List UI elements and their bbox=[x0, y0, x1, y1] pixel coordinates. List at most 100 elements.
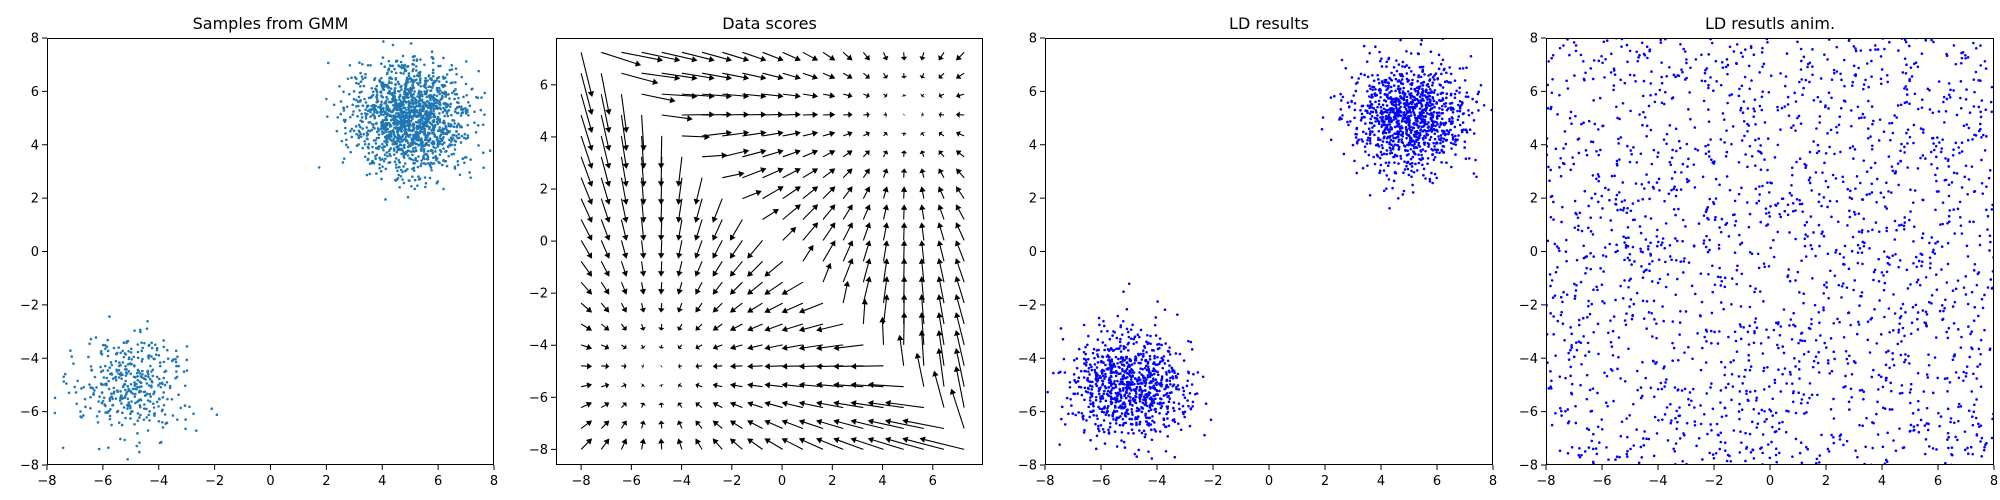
scatter-point bbox=[1083, 398, 1086, 402]
scatter-point bbox=[403, 117, 406, 121]
quiver-arrow bbox=[863, 111, 870, 118]
scatter-point bbox=[1109, 371, 1113, 375]
quiver-arrow bbox=[580, 302, 593, 313]
scatter-point bbox=[1431, 81, 1435, 84]
scatter-point bbox=[1123, 393, 1127, 397]
scatter-point bbox=[97, 400, 100, 403]
scatter-point bbox=[1390, 151, 1394, 155]
scatter-point bbox=[1161, 366, 1165, 370]
quiver-arrow bbox=[600, 240, 611, 259]
scatter-point bbox=[419, 102, 422, 106]
scatter-point bbox=[1369, 117, 1372, 121]
scatter-point bbox=[1438, 125, 1441, 129]
scatter-point bbox=[451, 81, 454, 84]
scatter-point bbox=[1667, 192, 1671, 196]
scatter-point bbox=[1143, 376, 1147, 380]
quiver-arrow bbox=[900, 52, 908, 61]
scatter-point bbox=[380, 100, 383, 103]
scatter-point bbox=[476, 124, 480, 127]
y-tick-label: −4 bbox=[20, 352, 39, 367]
scatter-point bbox=[1416, 79, 1419, 83]
scatter-point bbox=[1756, 422, 1760, 426]
quiver-arrow bbox=[954, 240, 965, 262]
scatter-point bbox=[1127, 282, 1131, 286]
scatter-point bbox=[1442, 150, 1445, 154]
scatter-point bbox=[1596, 391, 1599, 395]
scatter-point bbox=[1090, 365, 1093, 369]
scatter-point bbox=[1086, 343, 1089, 347]
scatter-point bbox=[461, 108, 464, 112]
scatter-point bbox=[1374, 88, 1377, 91]
scatter-point bbox=[1133, 376, 1137, 380]
scatter-point bbox=[104, 364, 107, 368]
scatter-point bbox=[1122, 290, 1125, 293]
scatter-point bbox=[1640, 41, 1644, 45]
scatter-point bbox=[1168, 346, 1171, 349]
quiver-arrow bbox=[639, 282, 646, 295]
scatter-point bbox=[413, 105, 417, 109]
scatter-point bbox=[1122, 364, 1126, 367]
quiver-arrow bbox=[918, 240, 926, 262]
scatter-point bbox=[1370, 114, 1374, 118]
scatter-point bbox=[1156, 343, 1159, 346]
scatter-point bbox=[110, 363, 114, 367]
scatter-point bbox=[1439, 62, 1443, 66]
scatter-point bbox=[1130, 389, 1133, 392]
scatter-point bbox=[1856, 251, 1860, 254]
scatter-point bbox=[1120, 378, 1124, 381]
scatter-point bbox=[1790, 194, 1793, 197]
scatter-point bbox=[387, 59, 391, 63]
scatter-point bbox=[1383, 120, 1386, 124]
scatter-point bbox=[89, 337, 93, 341]
quiver-arrow bbox=[600, 94, 612, 133]
scatter-point bbox=[1826, 359, 1830, 362]
scatter-point bbox=[1862, 87, 1865, 91]
scatter-point bbox=[398, 140, 402, 144]
scatter-point bbox=[98, 410, 101, 413]
scatter-point bbox=[358, 61, 361, 65]
scatter-point bbox=[393, 86, 397, 90]
scatter-point bbox=[407, 72, 411, 75]
scatter-point bbox=[379, 113, 383, 116]
scatter-point bbox=[1172, 418, 1176, 421]
scatter-point bbox=[1154, 397, 1157, 401]
scatter-point bbox=[1403, 105, 1406, 109]
scatter-point bbox=[138, 390, 141, 394]
scatter-point bbox=[398, 98, 401, 101]
quiver-arrow bbox=[621, 72, 659, 85]
scatter-point bbox=[110, 392, 113, 396]
scatter-point bbox=[1387, 56, 1391, 60]
scatter-point bbox=[1129, 422, 1133, 426]
scatter-point bbox=[1340, 99, 1343, 102]
quiver-arrow bbox=[580, 177, 593, 205]
scatter-point bbox=[1124, 396, 1128, 400]
scatter-point bbox=[120, 377, 123, 380]
scatter-point bbox=[1355, 171, 1359, 175]
quiver-arrow bbox=[620, 198, 629, 223]
scatter-point bbox=[466, 108, 469, 112]
quiver-arrow bbox=[580, 73, 594, 116]
scatter-point bbox=[380, 103, 383, 106]
scatter-point bbox=[1451, 110, 1455, 114]
scatter-point bbox=[379, 158, 382, 162]
scatter-point bbox=[468, 171, 471, 174]
scatter-point bbox=[1355, 127, 1358, 131]
scatter-point bbox=[1454, 134, 1457, 138]
scatter-point bbox=[415, 110, 419, 114]
scatter-point bbox=[147, 372, 150, 376]
scatter-point bbox=[1575, 283, 1578, 287]
scatter-point bbox=[1466, 95, 1470, 99]
scatter-point bbox=[1816, 393, 1819, 397]
scatter-point bbox=[410, 89, 413, 93]
scatter-point bbox=[1122, 383, 1126, 386]
scatter-point bbox=[435, 99, 438, 102]
scatter-point bbox=[150, 370, 153, 373]
scatter-point bbox=[1367, 127, 1371, 131]
scatter-point bbox=[1187, 339, 1190, 343]
scatter-point bbox=[432, 112, 436, 115]
scatter-point bbox=[1425, 122, 1429, 126]
scatter-point bbox=[1106, 410, 1109, 413]
scatter-point bbox=[166, 357, 170, 360]
scatter-point bbox=[488, 149, 492, 153]
scatter-point bbox=[1439, 92, 1443, 95]
